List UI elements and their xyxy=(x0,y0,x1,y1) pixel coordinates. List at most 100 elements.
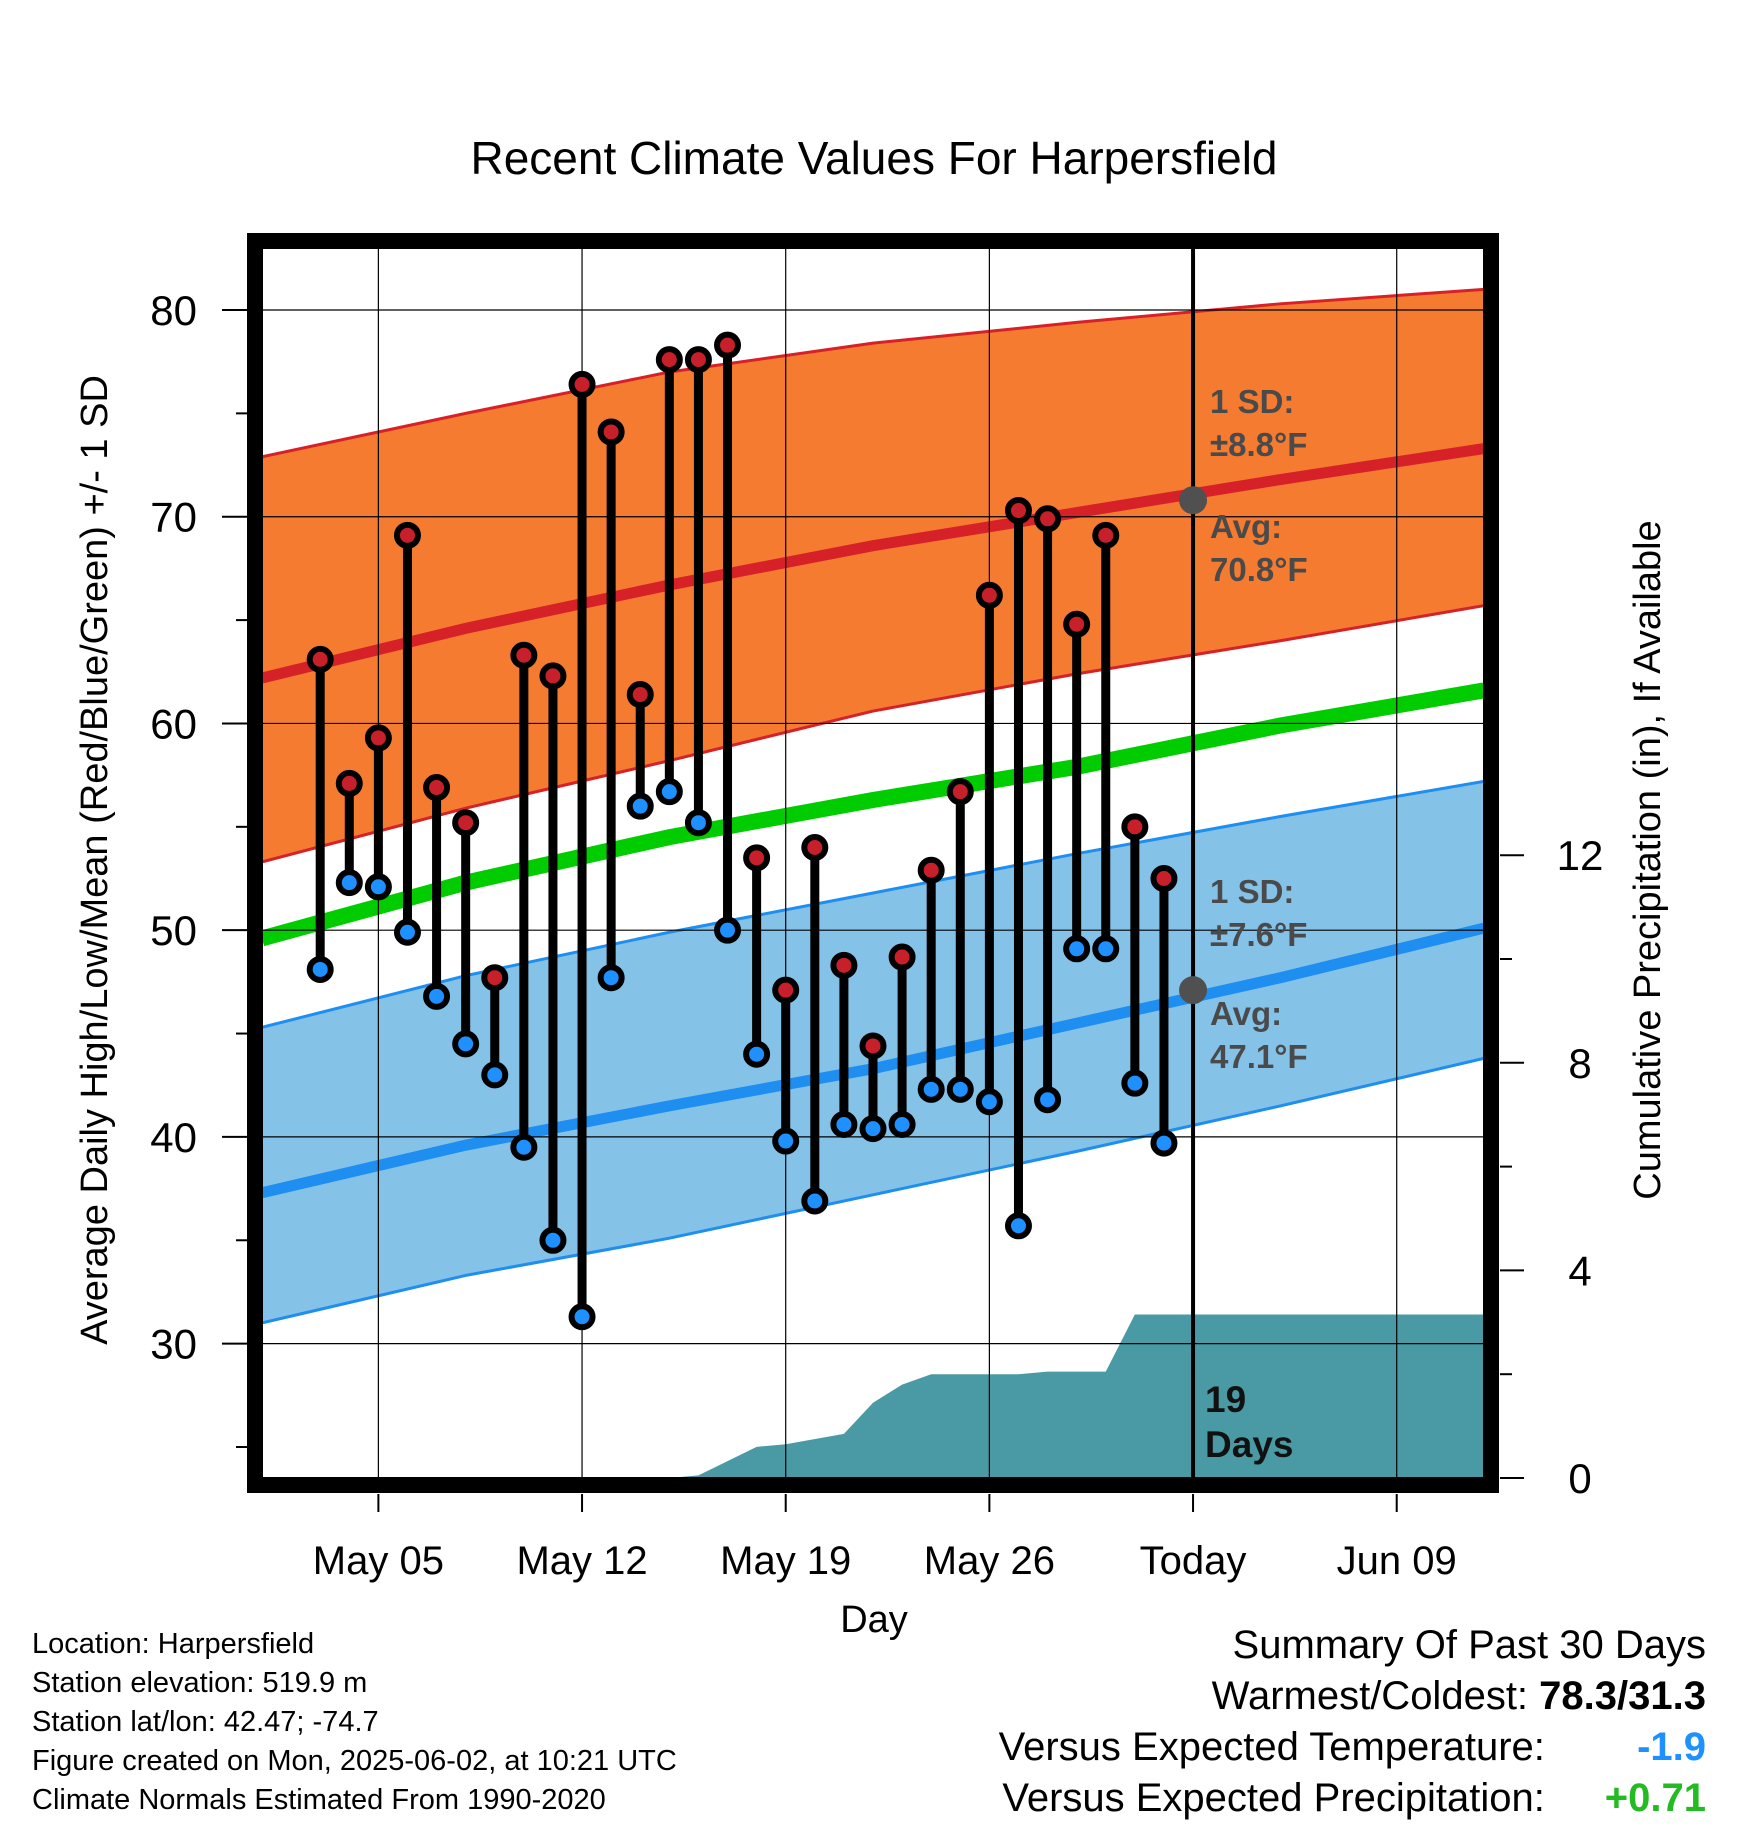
high-marker xyxy=(306,645,334,673)
high-marker xyxy=(1150,865,1178,893)
low-marker xyxy=(335,869,363,897)
low-marker xyxy=(1092,935,1120,963)
high-marker xyxy=(481,964,509,992)
high-marker xyxy=(597,418,625,446)
low-marker xyxy=(1034,1086,1062,1114)
low-avg-value: 47.1°F xyxy=(1210,1038,1308,1075)
high-marker xyxy=(772,976,800,1004)
x-tick-label: May 19 xyxy=(720,1539,851,1583)
low-marker xyxy=(626,792,654,820)
high-marker xyxy=(1092,521,1120,549)
high-marker xyxy=(1121,813,1149,841)
high-marker xyxy=(364,724,392,752)
high-marker xyxy=(1004,497,1032,525)
x-tick-label: Today xyxy=(1140,1539,1247,1583)
low-marker xyxy=(772,1127,800,1155)
days-label: Days xyxy=(1205,1424,1293,1465)
info-normals: Climate Normals Estimated From 1990-2020 xyxy=(32,1784,606,1816)
low-marker xyxy=(888,1111,916,1139)
y2-tick-label: 4 xyxy=(1568,1247,1591,1294)
high-sd-band-lower-edge xyxy=(262,604,1484,864)
high-marker xyxy=(684,346,712,374)
plot-area: 1 SD: ±8.8°F Avg: 70.8°F 1 SD: ±7.6°F Avg: 47.1… xyxy=(150,233,1603,1583)
high-marker xyxy=(743,844,771,872)
low-sd-band-lower-edge xyxy=(262,1056,1484,1325)
high-marker xyxy=(1063,610,1091,638)
avg-high-marker xyxy=(1179,486,1208,515)
y-tick-label: 70 xyxy=(150,494,197,541)
high-marker xyxy=(830,951,858,979)
low-marker xyxy=(714,916,742,944)
high-marker xyxy=(626,681,654,709)
high-normal-line xyxy=(262,443,1484,684)
high-marker xyxy=(539,662,567,690)
high-marker xyxy=(655,346,683,374)
y-tick-label: 50 xyxy=(150,907,197,954)
high-sd-band-upper-edge xyxy=(262,287,1484,459)
precip-area xyxy=(262,1314,1484,1478)
summary-precip-value: +0.71 xyxy=(1604,1776,1706,1820)
x-tick-label: May 12 xyxy=(516,1539,647,1583)
low-marker xyxy=(946,1075,974,1103)
low-marker xyxy=(1004,1212,1032,1240)
low-marker xyxy=(510,1133,538,1161)
high-marker xyxy=(859,1032,887,1060)
x-tick-label: May 05 xyxy=(313,1539,444,1583)
summary-warm-cold-row: Warmest/Coldest: 78.3/31.3 xyxy=(1212,1671,1706,1722)
x-tick-label: May 26 xyxy=(924,1539,1055,1583)
days-count: 19 xyxy=(1205,1379,1246,1420)
x-axis-label: Day xyxy=(840,1599,908,1641)
low-marker xyxy=(393,918,421,946)
high-avg-label: Avg: xyxy=(1210,508,1282,545)
info-location: Location: Harpersfield xyxy=(32,1628,315,1660)
info-elevation: Station elevation: 519.9 m xyxy=(32,1667,368,1699)
low-marker xyxy=(1121,1069,1149,1097)
low-marker xyxy=(423,982,451,1010)
plot-frame xyxy=(247,233,1499,1493)
y-tick-label: 80 xyxy=(150,287,197,334)
summary-precip-row: Versus Expected Precipitation: +0.71 xyxy=(1002,1773,1706,1824)
low-marker xyxy=(452,1030,480,1058)
low-marker xyxy=(975,1088,1003,1116)
y-tick-label: 60 xyxy=(150,700,197,747)
high-marker xyxy=(946,778,974,806)
low-marker xyxy=(364,873,392,901)
low-marker xyxy=(830,1111,858,1139)
low-marker xyxy=(539,1226,567,1254)
info-created: Figure created on Mon, 2025-06-02, at 10… xyxy=(32,1745,677,1777)
high-marker xyxy=(335,769,363,797)
summary-title: Summary Of Past 30 Days xyxy=(1232,1623,1706,1667)
high-marker xyxy=(975,581,1003,609)
y-axis-label: Average Daily High/Low/Mean (Red/Blue/Gr… xyxy=(74,375,116,1345)
low-marker xyxy=(801,1187,829,1215)
low-marker xyxy=(859,1115,887,1143)
low-marker xyxy=(655,778,683,806)
low-marker xyxy=(1063,935,1091,963)
high-marker xyxy=(510,641,538,669)
high-marker xyxy=(568,370,596,398)
high-sd-label: 1 SD: xyxy=(1210,383,1294,420)
info-latlon: Station lat/lon: 42.47; -74.7 xyxy=(32,1706,379,1738)
summary-temp-value: -1.9 xyxy=(1637,1725,1706,1769)
high-marker xyxy=(393,521,421,549)
low-marker xyxy=(481,1061,509,1089)
low-sd-label: 1 SD: xyxy=(1210,873,1294,910)
avg-low-marker xyxy=(1179,976,1208,1005)
high-marker xyxy=(888,943,916,971)
high-sd-band xyxy=(262,289,1484,862)
high-marker xyxy=(452,809,480,837)
low-marker xyxy=(917,1075,945,1103)
y-tick-label: 30 xyxy=(150,1321,197,1368)
low-marker xyxy=(597,964,625,992)
low-sd-value: ±7.6°F xyxy=(1210,916,1307,953)
low-marker xyxy=(743,1040,771,1068)
y2-axis-label: Cumulative Precipitation (in), If Availa… xyxy=(1627,520,1669,1199)
summary-warm-cold-label: Warmest/Coldest: xyxy=(1211,1674,1529,1718)
high-marker xyxy=(1034,505,1062,533)
high-marker xyxy=(801,833,829,861)
y2-tick-label: 0 xyxy=(1568,1455,1591,1502)
x-tick-label: Jun 09 xyxy=(1337,1539,1457,1583)
high-sd-value: ±8.8°F xyxy=(1210,426,1307,463)
high-marker xyxy=(714,331,742,359)
